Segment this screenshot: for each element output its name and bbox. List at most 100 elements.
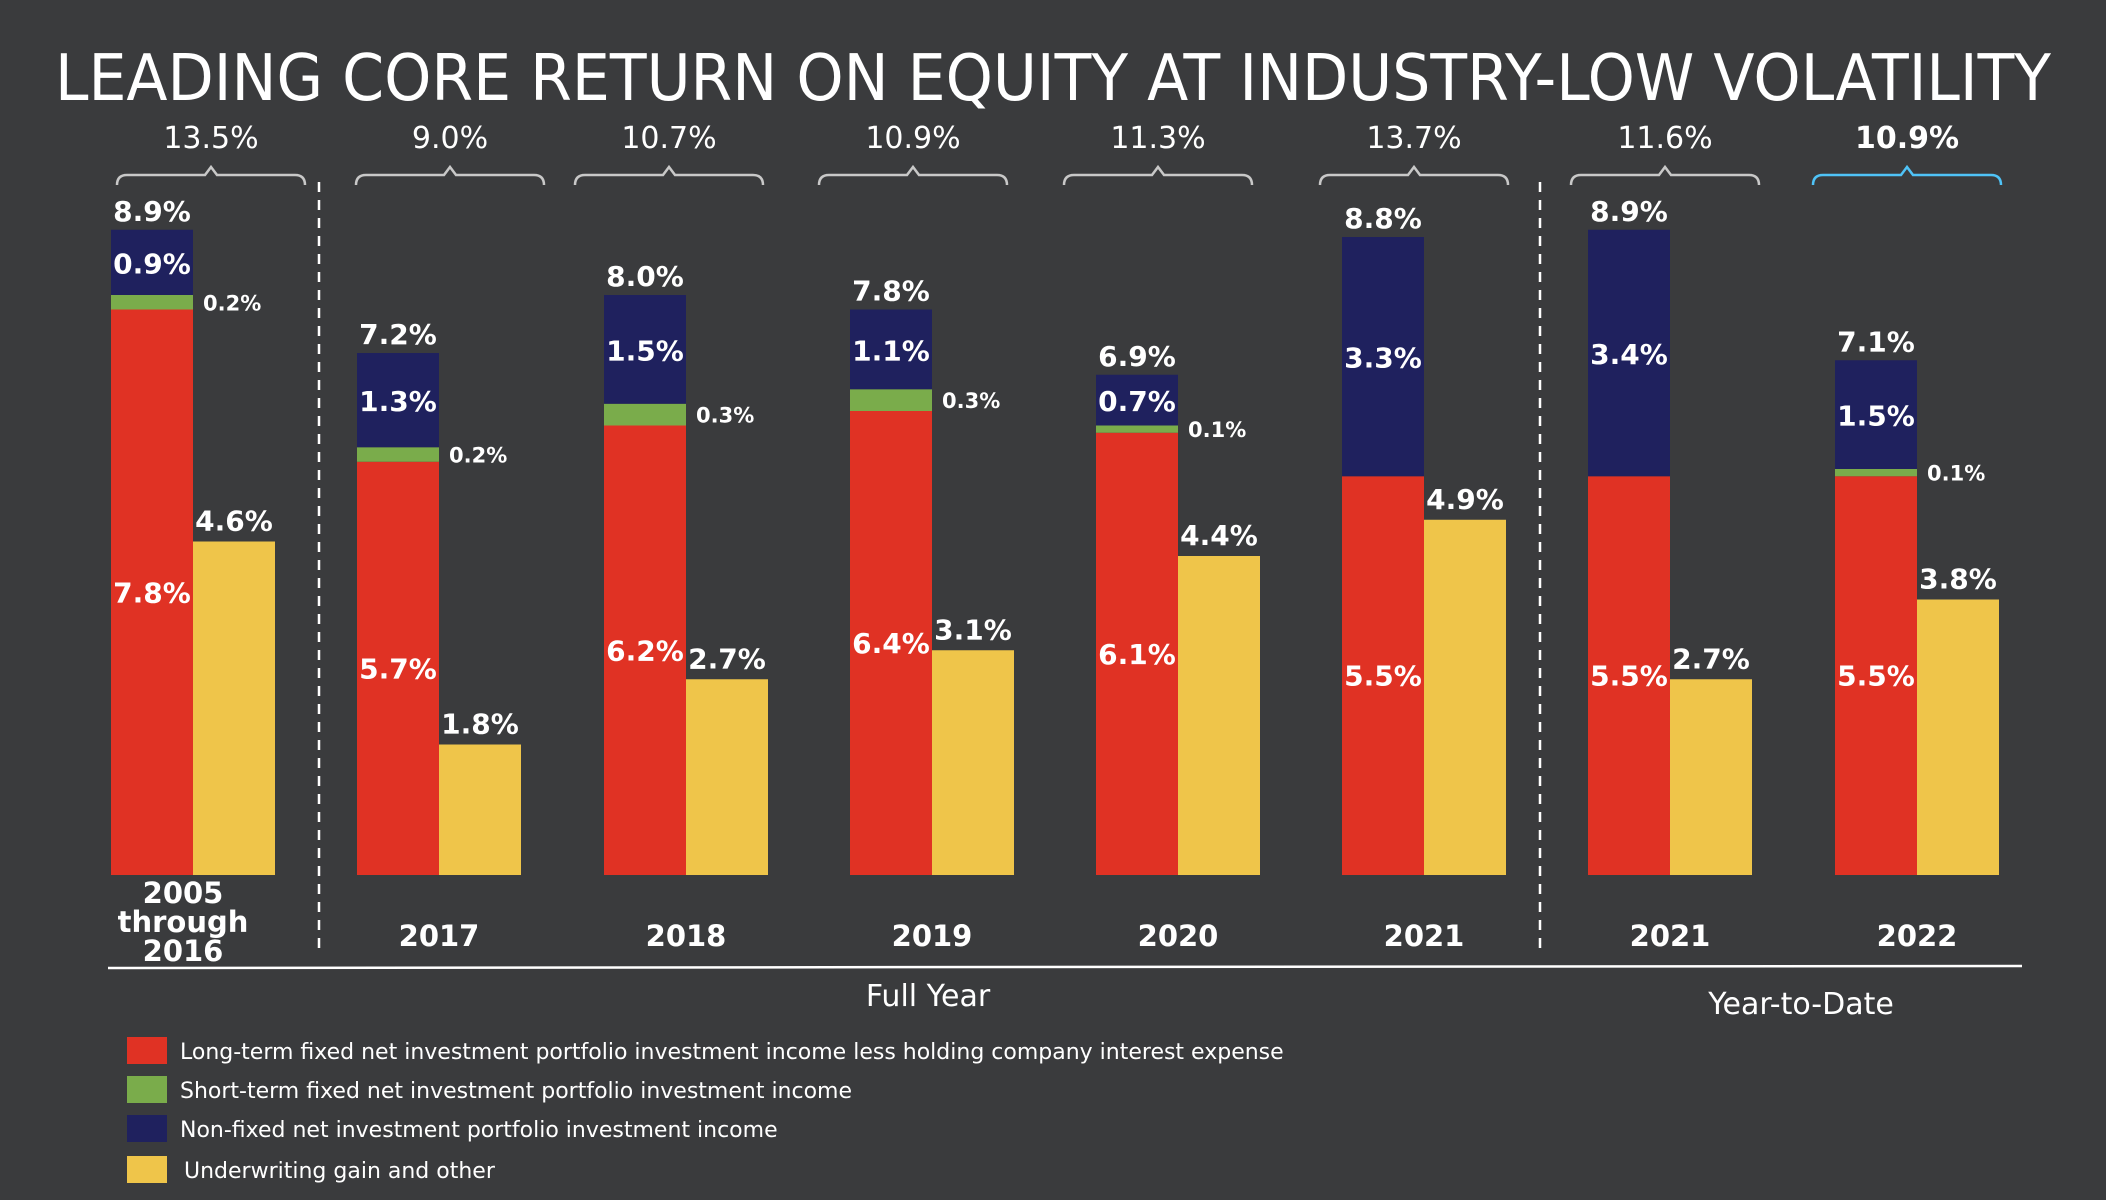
section-separators: [107, 182, 2023, 970]
label-non-fixed: 3.3%: [1344, 342, 1422, 375]
bar-long-term-fixed: [604, 425, 686, 875]
label-underwriting: 4.9%: [1426, 483, 1504, 516]
bar-group-3: 6.2% 0.3% 1.5% 8.0% 2.7%: [604, 260, 768, 875]
legend-label: Non-fixed net investment portfolio inves…: [180, 1118, 778, 1143]
bar-group-5: 6.1% 0.1% 0.7% 6.9% 4.4%: [1096, 340, 1260, 875]
bar-group-2: 5.7% 0.2% 1.3% 7.2% 1.8%: [357, 318, 521, 875]
legend-label: Short-term fixed net investment portfoli…: [180, 1079, 852, 1104]
bar-group-6: 5.5% 3.3% 8.8% 4.9%: [1342, 202, 1506, 875]
brace-6: [1318, 164, 1510, 186]
label-underwriting: 4.4%: [1180, 519, 1258, 552]
total-roe-label: 13.5%: [163, 121, 258, 156]
category-label: 2021: [1384, 919, 1465, 953]
bar-short-term-fixed: [111, 295, 193, 310]
label-investment-total: 8.0%: [606, 260, 684, 293]
bar-groups: 7.8% 0.2% 0.9% 8.9% 4.6% 5.7% 0.2% 1.3% 7.2% 1.8%…: [111, 195, 1999, 875]
bar-group-1: 7.8% 0.2% 0.9% 8.9% 4.6%: [111, 195, 275, 875]
bar-long-term-fixed: [357, 461, 439, 875]
brace-4: [817, 164, 1009, 186]
label-investment-total: 8.9%: [113, 195, 191, 228]
bar-long-term-fixed: [1342, 476, 1424, 875]
category-label: 2021: [1630, 919, 1711, 953]
bar-underwriting: [1670, 679, 1752, 875]
label-short-term-fixed: 0.3%: [696, 404, 754, 428]
label-non-fixed: 1.5%: [606, 334, 684, 367]
legend-label: Underwriting gain and other: [184, 1159, 496, 1184]
total-roe-label: 9.0%: [412, 121, 488, 156]
label-long-term-fixed: 6.4%: [852, 627, 930, 660]
brace-8: [1811, 164, 2003, 186]
bar-non-fixed: [1342, 237, 1424, 477]
bar-non-fixed: [850, 309, 932, 390]
category-label-line: through: [118, 905, 249, 939]
label-non-fixed: 0.7%: [1098, 385, 1176, 418]
bar-group-4: 6.4% 0.3% 1.1% 7.8% 3.1%: [850, 275, 1014, 875]
bar-short-term-fixed: [1835, 469, 1917, 477]
section-labels: Full Year Year-to-Date: [866, 979, 1894, 1022]
label-long-term-fixed: 5.5%: [1837, 660, 1915, 693]
label-underwriting: 1.8%: [441, 708, 519, 741]
section-label: Year-to-Date: [1707, 987, 1894, 1022]
label-short-term-fixed: 0.1%: [1188, 418, 1246, 442]
category-label: 2019: [892, 919, 973, 953]
bar-non-fixed: [111, 229, 193, 295]
brace-1: [115, 164, 307, 186]
label-underwriting: 4.6%: [195, 505, 273, 538]
total-roe-label: 11.6%: [1617, 121, 1712, 156]
bar-long-term-fixed: [850, 411, 932, 875]
bar-short-term-fixed: [604, 403, 686, 426]
legend-swatch: [127, 1156, 167, 1183]
label-long-term-fixed: 6.2%: [606, 634, 684, 667]
total-roe-label: 10.7%: [621, 121, 716, 156]
label-long-term-fixed: 5.5%: [1590, 660, 1668, 693]
label-underwriting: 3.8%: [1919, 563, 1997, 596]
label-investment-total: 8.9%: [1590, 195, 1668, 228]
label-non-fixed: 1.5%: [1837, 400, 1915, 433]
bar-group-8: 5.5% 0.1% 1.5% 7.1% 3.8%: [1835, 325, 1999, 875]
legend-swatch: [127, 1115, 167, 1142]
label-investment-total: 8.8%: [1344, 202, 1422, 235]
label-long-term-fixed: 7.8%: [113, 576, 191, 609]
bar-long-term-fixed: [111, 309, 193, 875]
label-investment-total: 7.1%: [1837, 325, 1915, 358]
legend-swatch: [127, 1076, 167, 1103]
bar-non-fixed: [604, 295, 686, 404]
total-roe-label: 10.9%: [1855, 121, 1959, 156]
bar-short-term-fixed: [850, 389, 932, 411]
category-label: 2017: [399, 919, 480, 953]
bar-underwriting: [686, 679, 768, 875]
bar-underwriting: [1424, 519, 1506, 875]
total-roe-label: 13.7%: [1366, 121, 1461, 156]
label-long-term-fixed: 6.1%: [1098, 638, 1176, 671]
total-braces: 13.5% 9.0% 10.7% 10.9% 11.3% 13.7% 11.6% 10.9%: [115, 121, 2003, 186]
chart-title: LEADING CORE RETURN ON EQUITY AT INDUSTR…: [55, 42, 2052, 116]
label-investment-total: 7.2%: [359, 318, 437, 351]
total-roe-label: 10.9%: [865, 121, 960, 156]
baseline-rule: [107, 964, 2023, 970]
bar-non-fixed: [1588, 229, 1670, 477]
legend-label: Long-term fixed net investment portfolio…: [180, 1040, 1284, 1065]
brace-5: [1062, 164, 1254, 186]
category-label: 2020: [1138, 919, 1219, 953]
label-long-term-fixed: 5.5%: [1344, 660, 1422, 693]
category-label-line: 2016: [143, 934, 224, 968]
label-short-term-fixed: 0.3%: [942, 389, 1000, 413]
brace-2: [354, 164, 546, 186]
bar-group-7: 5.5% 3.4% 8.9% 2.7%: [1588, 195, 1752, 875]
label-non-fixed: 0.9%: [113, 247, 191, 280]
bar-non-fixed: [1835, 360, 1917, 469]
legend-swatch: [127, 1037, 167, 1064]
label-short-term-fixed: 0.2%: [449, 444, 507, 468]
section-label: Full Year: [866, 979, 991, 1014]
category-label: 2022: [1877, 919, 1958, 953]
bar-non-fixed: [357, 353, 439, 448]
label-non-fixed: 1.3%: [359, 385, 437, 418]
bar-short-term-fixed: [1096, 425, 1178, 433]
label-underwriting: 2.7%: [1672, 642, 1750, 675]
bar-underwriting: [1917, 599, 1999, 875]
total-roe-label: 11.3%: [1110, 121, 1205, 156]
bar-underwriting: [932, 650, 1014, 875]
label-long-term-fixed: 5.7%: [359, 652, 437, 685]
label-short-term-fixed: 0.1%: [1927, 462, 1985, 486]
